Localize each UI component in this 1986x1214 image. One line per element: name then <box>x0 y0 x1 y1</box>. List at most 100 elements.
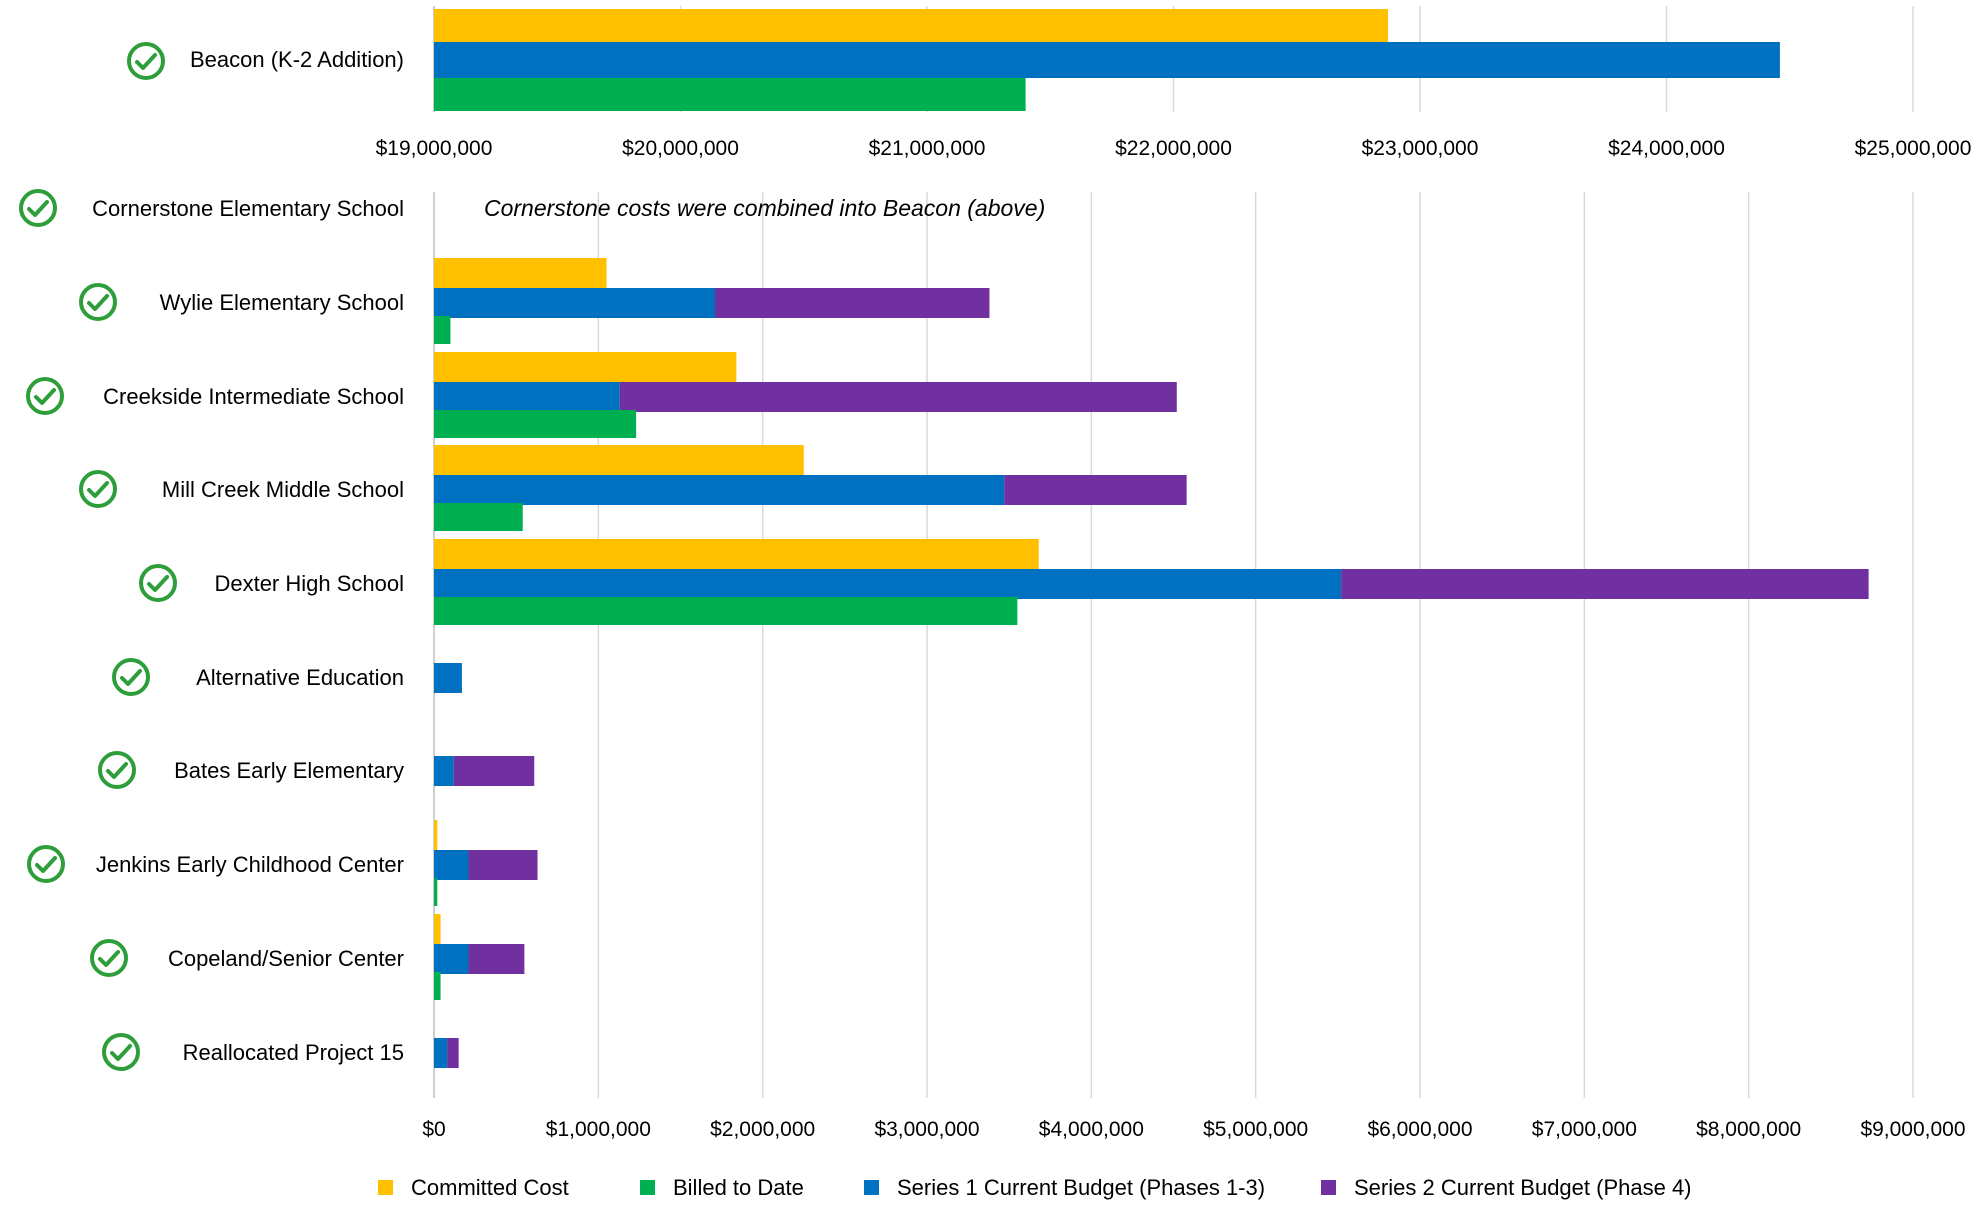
bar-series1-budget <box>434 475 1005 505</box>
x-tick-label: $4,000,000 <box>1039 1118 1144 1141</box>
check-mark <box>106 762 128 779</box>
check-circle-ring <box>26 377 64 415</box>
bar-series1-budget <box>434 663 462 693</box>
check-mark <box>35 856 57 873</box>
bar-series1-budget <box>434 1038 448 1068</box>
category-label: Jenkins Early Childhood Center <box>96 852 404 877</box>
bar-billed-to-date <box>434 972 441 1000</box>
x-tick-label: $7,000,000 <box>1532 1118 1637 1141</box>
note-italic-word: Cornerstone <box>484 195 611 221</box>
bar-billed-to-date <box>434 503 523 531</box>
legend-label: Billed to Date <box>673 1175 804 1200</box>
legend-item: Billed to Date <box>640 1175 804 1200</box>
check-circle-ring <box>102 1033 140 1071</box>
check-mark <box>98 950 120 967</box>
bar-committed-cost <box>434 258 607 288</box>
category-label: Copeland/Senior Center <box>168 946 404 971</box>
bar-series1-budget <box>434 288 716 318</box>
bar-committed-cost <box>434 539 1039 569</box>
x-tick-label: $6,000,000 <box>1367 1118 1472 1141</box>
x-tick-label: $1,000,000 <box>546 1118 651 1141</box>
bar-series2-budget <box>453 756 535 786</box>
x-tick-label: $3,000,000 <box>874 1118 979 1141</box>
bar-beacon-1 <box>434 42 1780 78</box>
legend-label: Committed Cost <box>411 1175 569 1200</box>
legend-item: Series 2 Current Budget (Phase 4) <box>1321 1175 1692 1200</box>
bar-series1-budget <box>434 569 1342 599</box>
bar-series1-budget <box>434 382 620 412</box>
legend-swatch <box>864 1180 879 1195</box>
check-mark <box>120 669 142 686</box>
bar-committed-cost <box>434 445 804 475</box>
x-tick-label: $19,000,000 <box>376 137 493 160</box>
category-label: Beacon (K-2 Addition) <box>190 47 404 72</box>
check-circle-ring <box>98 751 136 789</box>
x-tick-label: $20,000,000 <box>622 137 739 160</box>
bar-series2-budget <box>447 1038 459 1068</box>
x-tick-label: $25,000,000 <box>1855 137 1972 160</box>
bar-billed-to-date <box>434 597 1018 625</box>
legend-swatch <box>1321 1180 1336 1195</box>
check-circle-icon <box>26 377 64 415</box>
check-circle-icon <box>79 470 117 508</box>
check-circle-ring <box>79 283 117 321</box>
category-label: Creekside Intermediate School <box>103 384 404 409</box>
bar-beacon-2 <box>434 78 1026 111</box>
check-mark <box>87 481 109 498</box>
check-circle-icon <box>90 939 128 977</box>
x-tick-label: $21,000,000 <box>869 137 986 160</box>
x-tick-label: $2,000,000 <box>710 1118 815 1141</box>
x-tick-label: $24,000,000 <box>1608 137 1725 160</box>
check-mark <box>27 200 49 217</box>
check-circle-icon <box>102 1033 140 1071</box>
legend-label: Series 1 Current Budget (Phases 1-3) <box>897 1175 1265 1200</box>
bar-series2-budget <box>1004 475 1187 505</box>
check-circle-icon <box>139 564 177 602</box>
x-tick-label: $9,000,000 <box>1860 1118 1965 1141</box>
bar-series1-budget <box>434 944 469 974</box>
category-label: Wylie Elementary School <box>160 290 404 315</box>
check-circle-ring <box>139 564 177 602</box>
cornerstone-note: Cornerstone costs were combined into Bea… <box>484 195 1045 221</box>
bar-series2-budget <box>1341 569 1869 599</box>
category-label: Reallocated Project 15 <box>183 1040 404 1065</box>
category-label: Cornerstone Elementary School <box>92 196 404 221</box>
category-label: Alternative Education <box>196 665 404 690</box>
note-text-rest: costs were combined into Beacon (above) <box>611 195 1046 221</box>
bar-billed-to-date <box>434 316 451 344</box>
check-circle-ring <box>27 845 65 883</box>
check-circle-ring <box>90 939 128 977</box>
check-circle-ring <box>79 470 117 508</box>
check-circle-icon <box>27 845 65 883</box>
category-label: Mill Creek Middle School <box>162 477 404 502</box>
legend-swatch <box>378 1180 393 1195</box>
check-mark <box>34 388 56 405</box>
check-mark <box>87 294 109 311</box>
bar-series2-budget <box>715 288 990 318</box>
x-tick-label: $8,000,000 <box>1696 1118 1801 1141</box>
bar-series2-budget <box>468 850 538 880</box>
check-circle-icon <box>112 658 150 696</box>
check-circle-icon <box>127 42 165 80</box>
legend-label: Series 2 Current Budget (Phase 4) <box>1354 1175 1692 1200</box>
legend-item: Committed Cost <box>378 1175 569 1200</box>
bar-series2-budget <box>619 382 1177 412</box>
bar-series2-budget <box>468 944 525 974</box>
x-tick-label: $0 <box>422 1118 445 1141</box>
bar-billed-to-date <box>434 878 438 906</box>
legend-swatch <box>640 1180 655 1195</box>
check-circle-icon <box>79 283 117 321</box>
legend-item: Series 1 Current Budget (Phases 1-3) <box>864 1175 1265 1200</box>
check-mark <box>135 53 157 70</box>
check-circle-ring <box>127 42 165 80</box>
category-label: Dexter High School <box>214 571 404 596</box>
check-circle-ring <box>112 658 150 696</box>
check-circle-ring <box>19 189 57 227</box>
category-label: Bates Early Elementary <box>174 758 404 783</box>
bar-billed-to-date <box>434 410 637 438</box>
bar-beacon-0 <box>434 9 1388 42</box>
check-circle-icon <box>19 189 57 227</box>
bar-committed-cost <box>434 914 441 944</box>
